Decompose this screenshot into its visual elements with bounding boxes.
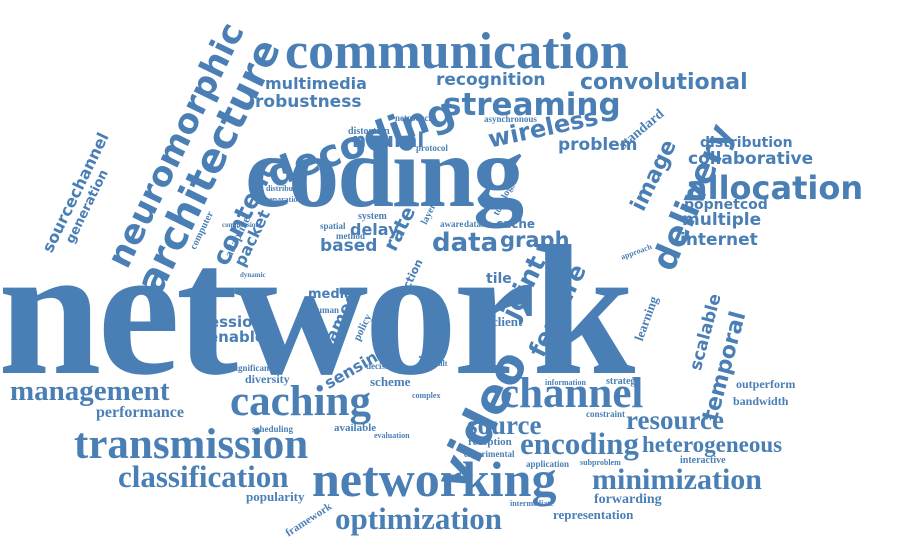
word-information: information bbox=[545, 378, 586, 387]
word-channel: channel bbox=[500, 370, 644, 417]
word-minimization: minimization bbox=[592, 463, 762, 496]
word-intermediate: intermediate bbox=[510, 499, 554, 508]
word-diversity: diversity bbox=[245, 372, 290, 386]
word-robustness: robustness bbox=[255, 92, 362, 112]
word-method: method bbox=[336, 231, 365, 241]
word-resource: resource bbox=[626, 405, 724, 435]
word-scheme: scheme bbox=[370, 374, 411, 389]
word-network: network bbox=[0, 208, 635, 414]
word-delay: delay bbox=[350, 220, 399, 239]
word-collaborative: collaborative bbox=[688, 149, 814, 169]
word-distortion: distortion bbox=[348, 126, 390, 137]
word-tile: tile bbox=[486, 271, 512, 287]
word-application: application bbox=[526, 459, 570, 469]
word-representation: representation bbox=[553, 507, 634, 522]
word-heterogeneous: heterogeneous bbox=[642, 432, 783, 457]
word-streaming: streaming bbox=[443, 87, 621, 123]
word-transmission: transmission bbox=[74, 421, 309, 468]
word-distribution: distribution bbox=[700, 135, 793, 151]
word-separation: separation bbox=[266, 195, 302, 204]
word-recognition: recognition bbox=[436, 70, 546, 90]
word-encoding: encoding bbox=[520, 426, 639, 461]
word-dataset: dataset bbox=[464, 219, 492, 229]
word-neural: neural bbox=[352, 128, 425, 152]
word-multimedia: multimedia bbox=[265, 74, 367, 93]
word-session: session bbox=[200, 313, 264, 331]
word-system: system bbox=[358, 211, 387, 222]
word-multiple: multiple bbox=[682, 210, 762, 230]
word-compression: compression bbox=[222, 221, 260, 229]
word-internet: internet bbox=[680, 230, 758, 250]
word-popularity: popularity bbox=[246, 489, 305, 504]
word-management: management bbox=[10, 375, 170, 407]
word-client: client bbox=[492, 314, 523, 329]
word-framework: framework bbox=[283, 500, 335, 537]
word-result: result bbox=[428, 359, 448, 368]
word-popnetcod: popnetcod bbox=[684, 197, 768, 213]
word-enabled: enabled bbox=[208, 328, 276, 346]
word-aware: aware bbox=[440, 219, 464, 229]
word-based: based bbox=[320, 236, 378, 256]
word-networking: networking bbox=[312, 451, 557, 507]
word-bandwidth: bandwidth bbox=[733, 394, 789, 408]
word-available: available bbox=[334, 422, 377, 434]
word-graph: graph bbox=[500, 228, 570, 252]
word-decision: decision bbox=[366, 361, 398, 371]
word-experimental: experimental bbox=[464, 449, 515, 459]
word-scheduling: scheduling bbox=[252, 424, 294, 434]
word-convolutional: convolutional bbox=[580, 70, 748, 95]
word-learning: learning bbox=[631, 294, 661, 343]
word-netcodccn: netcodccn bbox=[395, 113, 434, 123]
word-reception: reception bbox=[468, 436, 512, 448]
word-distributed: distributed bbox=[266, 184, 304, 193]
word-significant: significant bbox=[232, 363, 273, 373]
word-media: media bbox=[308, 287, 353, 302]
word-asynchronous: asynchronous bbox=[484, 114, 537, 124]
word-human: human bbox=[312, 305, 340, 315]
word-problem: problem bbox=[558, 135, 638, 155]
word-protocol: protocol bbox=[416, 143, 448, 153]
word-strategy: strategy bbox=[606, 376, 641, 387]
word-dynamic: dynamic bbox=[240, 271, 266, 279]
word-coding: coding bbox=[245, 116, 524, 229]
word-cache: cache bbox=[496, 217, 536, 231]
word-caching: caching bbox=[230, 378, 371, 425]
word-interactive: interactive bbox=[680, 455, 726, 466]
word-performance: performance bbox=[96, 404, 184, 421]
word-source: source bbox=[467, 410, 542, 440]
word-data: data bbox=[432, 228, 499, 258]
word-complex: complex bbox=[412, 391, 441, 400]
word-communication: communication bbox=[285, 23, 629, 80]
word-forwarding: forwarding bbox=[594, 492, 662, 507]
word-outperform: outperform bbox=[736, 377, 796, 391]
word-evaluation: evaluation bbox=[374, 431, 410, 440]
word-classification: classification bbox=[118, 459, 289, 494]
word-allocation: allocation bbox=[686, 169, 864, 207]
word-constraint: constraint bbox=[586, 409, 625, 419]
word-optimization: optimization bbox=[335, 501, 503, 536]
word-subproblem: subproblem bbox=[580, 458, 621, 467]
word-spatial: spatial bbox=[320, 221, 346, 231]
